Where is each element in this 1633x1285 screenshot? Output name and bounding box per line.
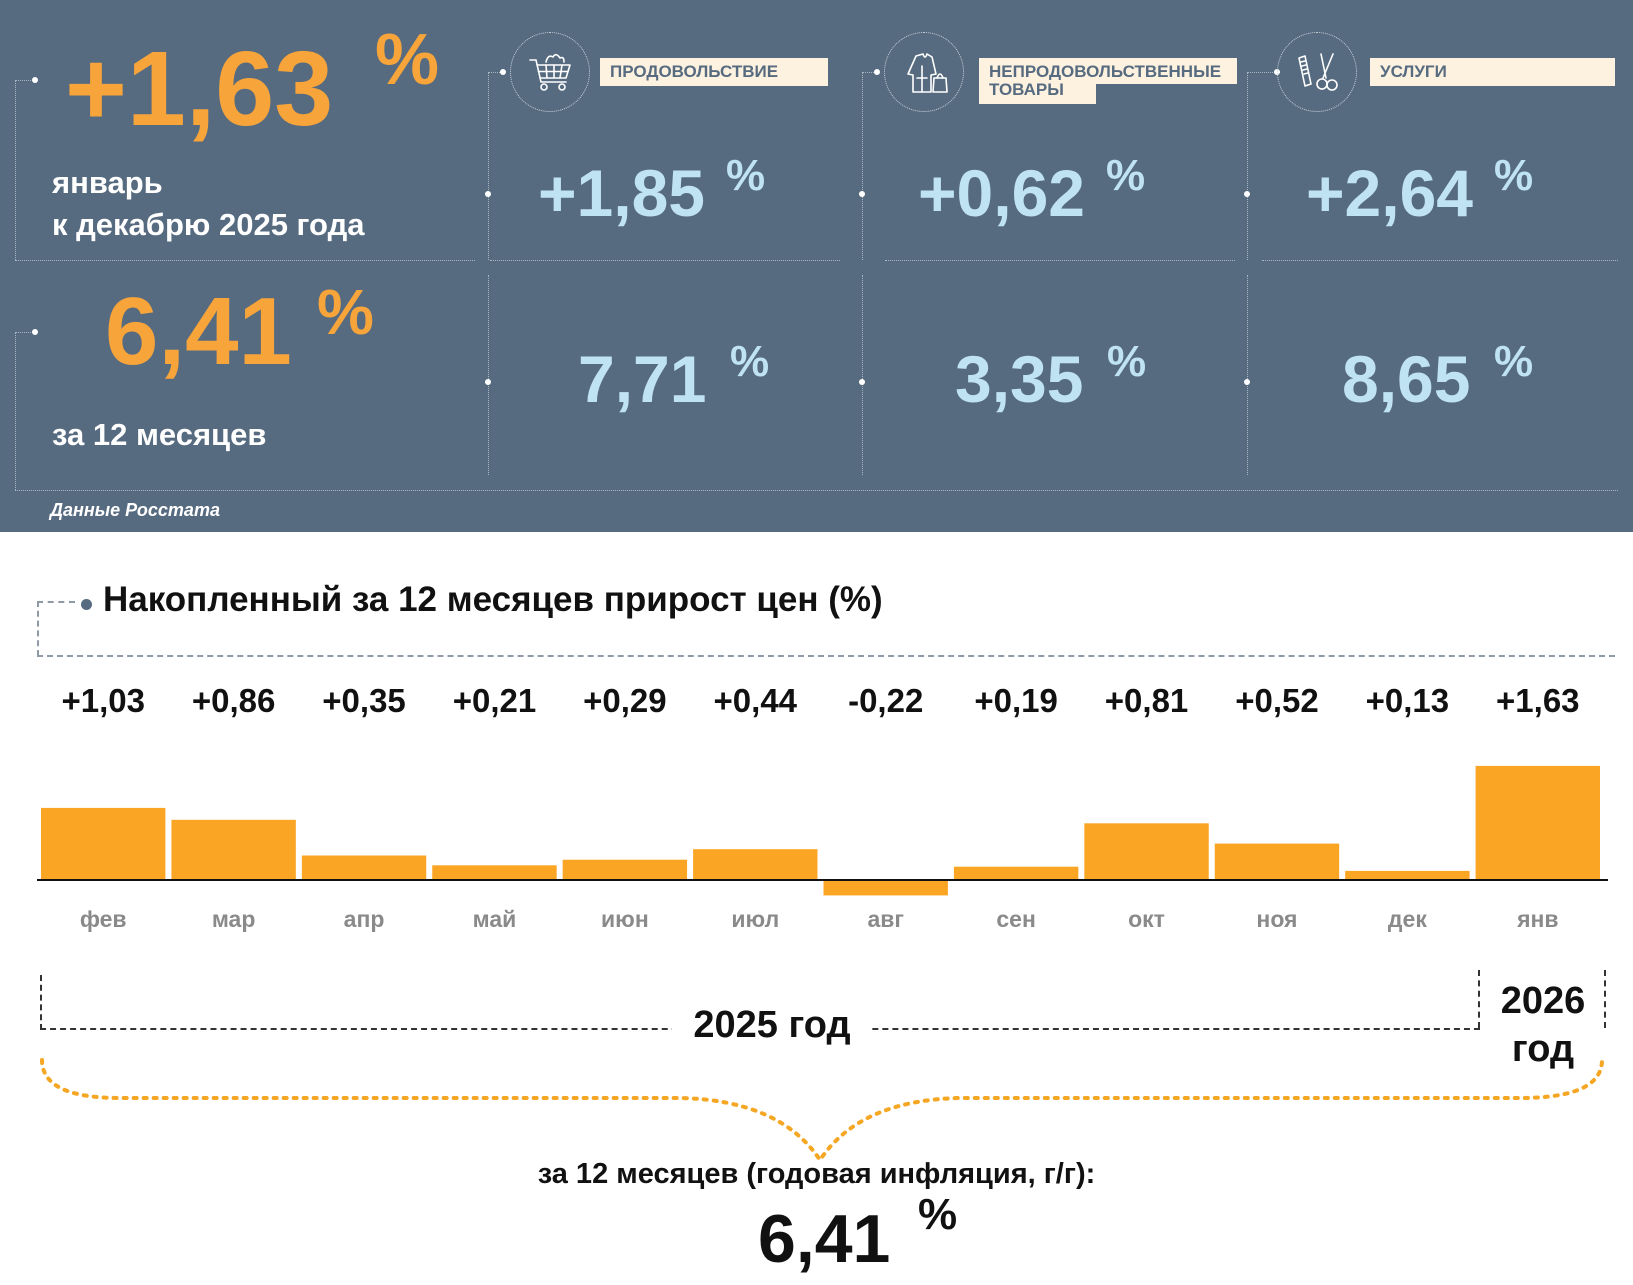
year-bracket-left — [40, 975, 42, 1030]
annual-inflation-value: 6,41 % — [105, 276, 374, 385]
bar-фев — [41, 807, 166, 880]
marker-dot — [1244, 191, 1250, 197]
bar-июл — [693, 849, 818, 880]
services-annual-value: 8,65% — [1342, 337, 1534, 416]
category-label-services: УСЛУГИ — [1370, 58, 1615, 86]
category-label-food: ПРОДОВОЛЬСТВИЕ — [600, 58, 828, 86]
marker-dot — [485, 191, 491, 197]
marker-dot — [859, 191, 865, 197]
divider — [862, 72, 863, 260]
title-leader-line — [37, 601, 39, 656]
x-tick-май: май — [473, 906, 517, 932]
title-leader-line — [37, 601, 75, 603]
data-label-фев: +1,03 — [61, 682, 145, 719]
x-tick-апр: апр — [344, 906, 385, 932]
comb-scissors-icon — [1277, 32, 1357, 112]
bar-авг — [823, 880, 948, 896]
monthly-inflation-value: +1,63 % — [65, 20, 440, 148]
clothing-icon — [884, 32, 964, 112]
monthly-period-line1: январь — [52, 165, 163, 200]
divider — [488, 72, 500, 73]
bar-июн — [562, 859, 688, 880]
chart-title: Накопленный за 12 месяцев прирост цен (%… — [103, 580, 883, 619]
marker-dot — [874, 69, 880, 75]
divider — [490, 260, 840, 261]
food-annual-value: 7,71% — [578, 337, 770, 416]
bar-окт — [1084, 823, 1209, 880]
x-tick-авг: авг — [867, 906, 904, 932]
food-monthly-value: +1,85% — [538, 151, 766, 230]
x-tick-июн: июн — [601, 906, 649, 932]
divider — [862, 72, 874, 73]
x-tick-июл: июл — [731, 906, 779, 932]
curly-brace — [40, 1058, 1604, 1160]
divider — [15, 332, 33, 333]
divider — [15, 80, 33, 81]
x-tick-дек: дек — [1388, 906, 1427, 932]
title-underline — [37, 655, 1615, 657]
title-bullet — [81, 599, 92, 610]
annual-period-label: за 12 месяцев — [52, 417, 267, 452]
marker-dot — [32, 77, 38, 83]
x-tick-сен: сен — [996, 906, 1035, 932]
nonfood-monthly-value: +0,62% — [918, 151, 1146, 230]
data-label-ноя: +0,52 — [1235, 682, 1319, 719]
data-label-июл: +0,44 — [714, 682, 798, 719]
divider — [15, 260, 475, 261]
x-tick-фев: фев — [80, 906, 127, 932]
monthly-period-line2: к декабрю 2025 года — [52, 207, 365, 242]
marker-dot — [1244, 379, 1250, 385]
bar-сен — [953, 866, 1079, 880]
data-label-янв: +1,63 — [1496, 682, 1580, 719]
divider — [15, 490, 1618, 491]
x-tick-мар: мар — [212, 906, 256, 932]
year-2026-label-line2: год — [1486, 1026, 1600, 1072]
marker-dot — [859, 379, 865, 385]
category-label-nonfood-line2: ТОВАРЫ — [979, 80, 1096, 104]
bar-ноя — [1214, 843, 1340, 880]
x-tick-окт: окт — [1128, 906, 1165, 932]
divider — [862, 275, 863, 475]
divider — [488, 72, 489, 260]
data-label-окт: +0,81 — [1105, 682, 1189, 719]
annual-inflation-caption: за 12 месяцев (годовая инфляция, г/г): — [537, 1158, 1096, 1190]
data-label-сен: +0,19 — [974, 682, 1058, 719]
category-label-nonfood-line1: НЕПРОДОВОЛЬСТВЕННЫЕ — [979, 58, 1237, 84]
bar-янв — [1475, 765, 1600, 880]
nonfood-annual-value: 3,35% — [955, 337, 1147, 416]
bar-мар — [171, 819, 296, 880]
x-tick-янв: янв — [1516, 906, 1558, 932]
services-monthly-value: +2,64% — [1306, 151, 1534, 230]
data-label-мар: +0,86 — [192, 682, 276, 719]
monthly-price-growth-chart: +1,03 фев +0,86 мар +0,35 апр +0,21 май +0,29 июн… — [37, 682, 1608, 932]
data-label-июн: +0,29 — [583, 682, 667, 719]
year-2026-label-line1: 2026 — [1486, 978, 1600, 1024]
marker-dot — [500, 69, 506, 75]
divider — [1247, 72, 1277, 73]
bar-май — [432, 865, 557, 880]
marker-dot — [32, 329, 38, 335]
divider — [488, 275, 489, 475]
divider — [15, 332, 16, 490]
bar-апр — [301, 855, 427, 880]
shopping-cart-icon — [510, 32, 590, 112]
x-tick-ноя: ноя — [1256, 906, 1297, 932]
bar-дек — [1345, 870, 1470, 880]
divider — [1262, 260, 1618, 261]
data-label-апр: +0,35 — [322, 682, 406, 719]
data-source: Данные Росстата — [50, 500, 220, 520]
year-divider — [1478, 970, 1480, 1028]
data-label-май: +0,21 — [453, 682, 537, 719]
summary-panel: +1,63 % январь к декабрю 2025 года 6,41 … — [0, 0, 1633, 532]
divider — [885, 260, 1235, 261]
divider — [1247, 275, 1248, 475]
divider — [15, 80, 16, 260]
year-2025-label: 2025 год — [672, 1002, 872, 1048]
data-label-дек: +0,13 — [1366, 682, 1450, 719]
marker-dot — [485, 379, 491, 385]
annual-inflation-total: 6,41% — [758, 1190, 958, 1277]
data-label-авг: -0,22 — [848, 682, 923, 719]
divider — [1247, 72, 1248, 260]
year-bracket-right — [1604, 970, 1606, 1028]
